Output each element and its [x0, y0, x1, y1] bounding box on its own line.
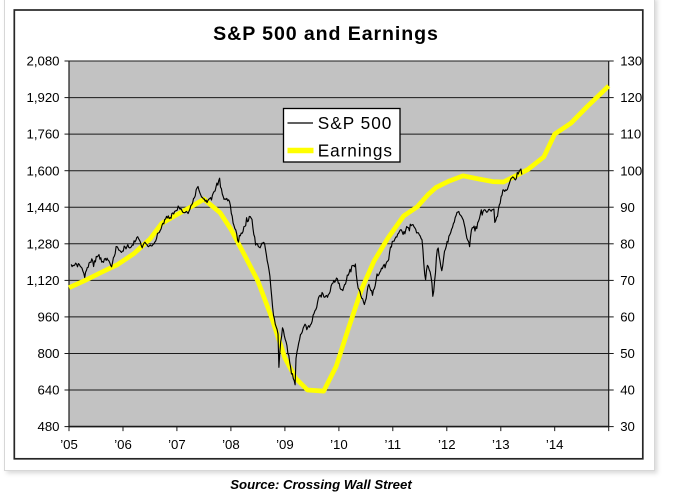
svg-text:40: 40: [620, 383, 635, 398]
svg-text:640: 640: [37, 383, 59, 398]
svg-text:S&P 500: S&P 500: [318, 113, 393, 133]
svg-text:’11: ’11: [384, 437, 401, 452]
svg-text:130: 130: [620, 54, 642, 69]
svg-text:80: 80: [620, 236, 635, 251]
svg-text:’12: ’12: [438, 437, 456, 452]
svg-text:’10: ’10: [330, 437, 348, 452]
svg-text:Source: Crossing Wall Street: Source: Crossing Wall Street: [230, 477, 412, 492]
svg-text:1,280: 1,280: [26, 236, 59, 251]
svg-text:60: 60: [620, 310, 635, 325]
svg-text:’06: ’06: [114, 437, 132, 452]
svg-text:100: 100: [620, 163, 642, 178]
svg-text:480: 480: [37, 419, 59, 434]
svg-text:110: 110: [620, 127, 641, 142]
svg-text:Earnings: Earnings: [318, 140, 393, 160]
svg-text:1,600: 1,600: [26, 163, 59, 178]
svg-text:S&P 500 and Earnings: S&P 500 and Earnings: [213, 23, 439, 45]
svg-text:’08: ’08: [222, 437, 240, 452]
svg-text:’14: ’14: [546, 437, 564, 452]
svg-text:’07: ’07: [168, 437, 186, 452]
svg-text:’05: ’05: [60, 437, 78, 452]
svg-text:2,080: 2,080: [26, 54, 59, 69]
svg-text:1,440: 1,440: [26, 200, 59, 215]
svg-text:90: 90: [620, 200, 635, 215]
svg-text:50: 50: [620, 346, 635, 361]
svg-text:1,920: 1,920: [26, 90, 59, 105]
svg-text:960: 960: [37, 310, 59, 325]
svg-text:70: 70: [620, 273, 635, 288]
svg-text:120: 120: [620, 90, 642, 105]
svg-text:1,760: 1,760: [26, 127, 59, 142]
svg-text:800: 800: [37, 346, 59, 361]
svg-text:1,120: 1,120: [26, 273, 59, 288]
svg-text:’09: ’09: [276, 437, 294, 452]
svg-text:30: 30: [620, 419, 635, 434]
svg-text:’13: ’13: [492, 437, 510, 452]
